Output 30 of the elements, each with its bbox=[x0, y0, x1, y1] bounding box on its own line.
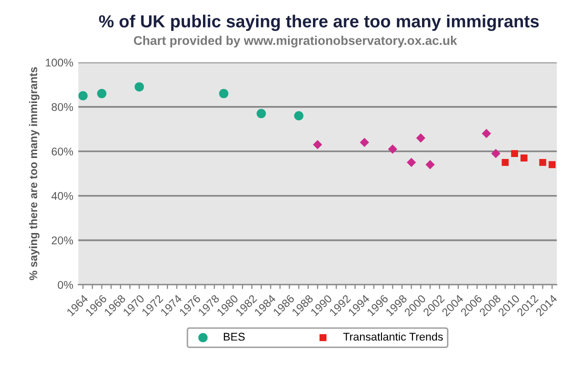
point bbox=[520, 154, 528, 162]
y-tick-label: 100% bbox=[46, 58, 74, 67]
point bbox=[539, 158, 546, 166]
y-tick-label: 80% bbox=[52, 103, 74, 111]
point bbox=[511, 150, 518, 158]
point bbox=[491, 148, 500, 158]
y-axis-title: % saying there are too many immigrants bbox=[29, 67, 40, 280]
point bbox=[388, 144, 398, 154]
chart-subtitle: Chart provided by www.migrationobservatory.ox.ac.uk bbox=[134, 36, 458, 48]
point bbox=[482, 128, 492, 138]
y-tick-label: 20% bbox=[52, 236, 74, 244]
point bbox=[97, 88, 106, 98]
point bbox=[78, 91, 88, 100]
chart-title: % of UK public saying there are too many immigrants bbox=[99, 14, 539, 31]
point bbox=[426, 160, 435, 170]
y-tick-label: 40% bbox=[51, 192, 74, 200]
point bbox=[134, 82, 144, 92]
y-tick-label: 0% bbox=[58, 280, 74, 289]
point bbox=[219, 88, 228, 98]
y-tick-label: 60% bbox=[52, 148, 74, 156]
legend-label: Transatlantic Trends bbox=[343, 332, 443, 341]
point bbox=[502, 158, 509, 166]
point bbox=[256, 108, 266, 118]
point bbox=[312, 140, 322, 150]
point bbox=[416, 133, 426, 143]
point bbox=[294, 111, 304, 120]
point bbox=[548, 161, 556, 168]
point bbox=[406, 158, 416, 168]
legend-label: BES bbox=[224, 332, 245, 341]
point bbox=[360, 138, 370, 148]
